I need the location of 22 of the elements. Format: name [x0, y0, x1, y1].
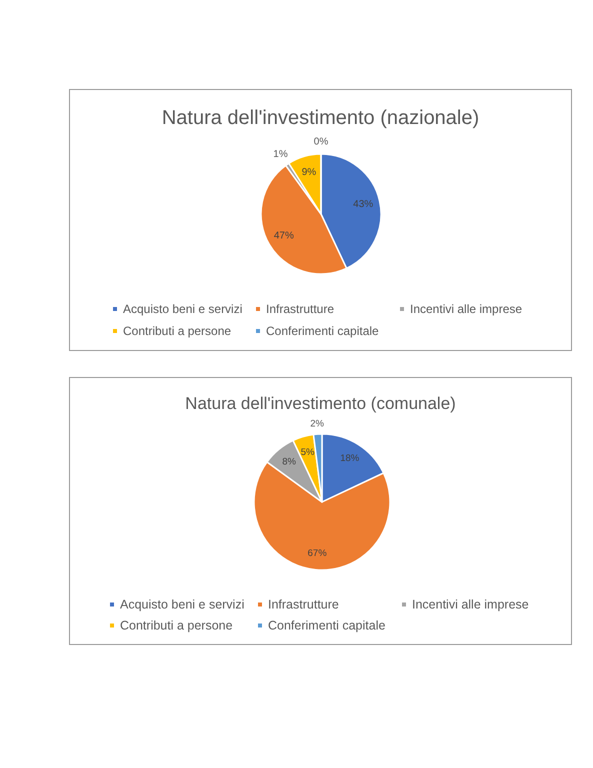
data-label: 8%	[282, 456, 296, 468]
legend-label: Contributi a persone	[120, 618, 233, 632]
data-label: 47%	[274, 230, 294, 242]
data-label: 5%	[300, 446, 315, 458]
chart-title: Natura dell'investimento (comunale)	[185, 394, 456, 413]
text: 0%	[314, 136, 328, 148]
legend-label: Incentivi alle imprese	[410, 302, 522, 316]
data-label: 43%	[353, 199, 374, 210]
legend-label: Conferimenti capitale	[266, 324, 380, 338]
data-label: 9%	[302, 167, 316, 178]
data-label: 18%	[340, 452, 360, 464]
data-label: 67%	[308, 548, 328, 559]
legend-label: Infrastrutture	[266, 302, 334, 316]
legend-label: Conferimenti capitale	[268, 618, 386, 632]
legend-label: Contributi a persone	[123, 324, 232, 338]
legend-label: Infrastrutture	[268, 598, 339, 612]
data-label: 1%	[273, 148, 288, 160]
legend-label: Acquisto beni e servizi	[120, 598, 244, 612]
legend-label: Incentivi alle imprese	[412, 598, 529, 612]
chart-title: Natura dell'investimento (nazionale)	[162, 107, 480, 129]
data-label: 2%	[310, 418, 325, 430]
legend-label: Acquisto beni e servizi	[123, 302, 242, 316]
